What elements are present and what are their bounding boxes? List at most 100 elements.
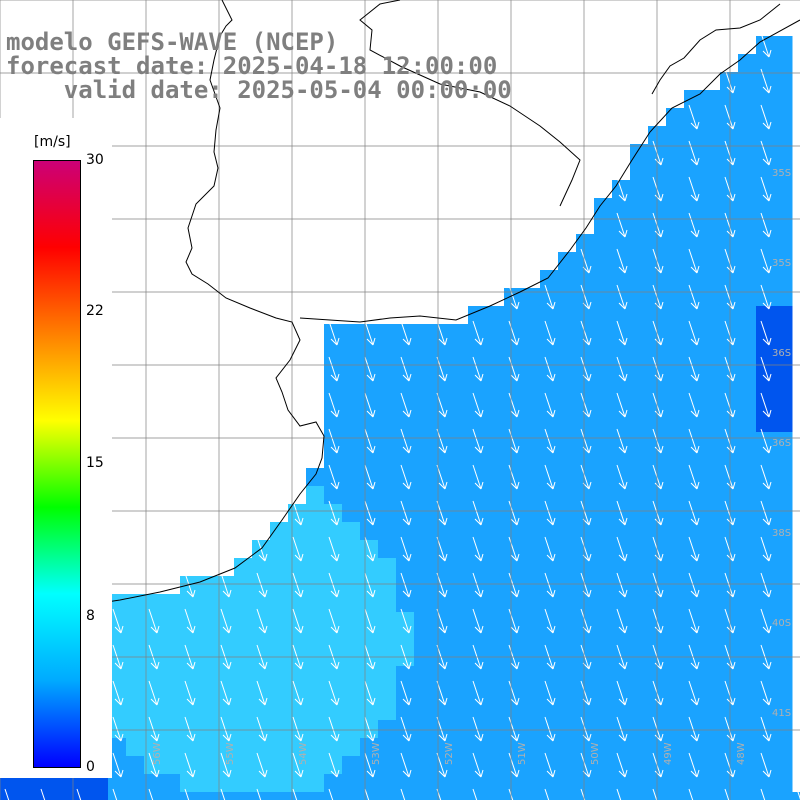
- wind-cell: [450, 522, 469, 541]
- wind-cell: [306, 558, 325, 577]
- wind-cell: [594, 378, 613, 397]
- wind-cell: [522, 684, 541, 703]
- wind-arrow: [508, 788, 514, 800]
- wind-cell: [738, 324, 757, 343]
- wind-cell: [756, 630, 775, 649]
- wind-cell: [414, 720, 433, 739]
- wind-cell: [108, 702, 127, 721]
- wind-cell: [468, 774, 487, 793]
- wind-arrow: [40, 788, 46, 800]
- wind-arrow: [760, 284, 772, 310]
- wind-arrow: [292, 788, 298, 800]
- wind-cell: [738, 90, 757, 109]
- wind-cell: [306, 684, 325, 703]
- wind-cell: [666, 252, 685, 271]
- wind-cell: [594, 558, 613, 577]
- wind-cell: [360, 702, 379, 721]
- wind-cell: [270, 684, 289, 703]
- wind-cell: [702, 702, 721, 721]
- wind-cell: [144, 792, 163, 800]
- wind-cell: [270, 792, 289, 800]
- wind-cell: [378, 360, 397, 379]
- wind-cell: [774, 90, 793, 109]
- wind-cell: [738, 234, 757, 253]
- wind-arrow: [760, 104, 772, 130]
- wind-cell: [774, 72, 793, 91]
- wind-cell: [288, 522, 307, 541]
- wind-cell: [360, 450, 379, 469]
- wind-cell: [162, 630, 181, 649]
- wind-cell: [702, 522, 721, 541]
- wind-cell: [594, 522, 613, 541]
- wind-cell: [522, 540, 541, 559]
- wind-cell: [558, 252, 577, 271]
- wind-arrow: [616, 392, 628, 418]
- wind-cell: [270, 630, 289, 649]
- wind-arrow: [328, 464, 340, 490]
- wind-cell: [630, 612, 649, 631]
- wind-arrow: [256, 788, 262, 800]
- wind-cell: [126, 738, 145, 757]
- wind-cell: [288, 774, 307, 793]
- wind-cell: [378, 576, 397, 595]
- wind-cell: [522, 594, 541, 613]
- wind-cell: [450, 342, 469, 361]
- wind-cell: [702, 450, 721, 469]
- wind-cell: [504, 486, 523, 505]
- wind-cell: [738, 378, 757, 397]
- wind-arrow: [616, 284, 628, 310]
- wind-cell: [666, 216, 685, 235]
- wind-cell: [756, 378, 775, 397]
- wind-cell: [774, 306, 793, 325]
- wind-arrow: [508, 572, 520, 598]
- wind-cell: [504, 666, 523, 685]
- wind-cell: [738, 72, 757, 91]
- wind-cell: [576, 522, 595, 541]
- wind-arrow: [400, 716, 412, 742]
- wind-cell: [468, 558, 487, 577]
- wind-cell: [234, 576, 253, 595]
- wind-cell: [720, 450, 739, 469]
- wind-cell: [450, 594, 469, 613]
- wind-cell: [738, 666, 757, 685]
- wind-cell: [630, 558, 649, 577]
- wind-cell: [594, 396, 613, 415]
- wind-cell: [594, 486, 613, 505]
- wind-cell: [324, 342, 343, 361]
- wind-cell: [450, 684, 469, 703]
- wind-cell: [162, 594, 181, 613]
- wind-cell: [414, 360, 433, 379]
- wind-cell: [666, 702, 685, 721]
- wind-arrow: [328, 716, 340, 742]
- wind-cell: [594, 270, 613, 289]
- wind-arrow: [364, 320, 376, 346]
- wind-arrow: [508, 320, 520, 346]
- wind-cell: [720, 594, 739, 613]
- wind-cell: [468, 630, 487, 649]
- wind-cell: [414, 774, 433, 793]
- latitude-label: 36S: [772, 348, 791, 359]
- wind-cell: [702, 468, 721, 487]
- wind-cell: [216, 630, 235, 649]
- wind-cell: [306, 486, 325, 505]
- wind-arrow: [688, 716, 700, 742]
- wind-cell: [144, 774, 163, 793]
- wind-cell: [414, 630, 433, 649]
- wind-arrow: [688, 500, 700, 526]
- wind-arrow: [724, 788, 730, 800]
- wind-cell: [216, 702, 235, 721]
- wind-cell: [702, 486, 721, 505]
- wind-cell: [234, 792, 253, 800]
- wind-cell: [738, 576, 757, 595]
- wind-arrow: [472, 752, 484, 778]
- wind-cell: [720, 198, 739, 217]
- wind-cell: [486, 612, 505, 631]
- wind-cell: [396, 522, 415, 541]
- wind-cell: [756, 234, 775, 253]
- wind-cell: [486, 504, 505, 523]
- wind-cell: [414, 702, 433, 721]
- wind-cell: [774, 180, 793, 199]
- wind-cell: [162, 666, 181, 685]
- wind-arrow: [328, 680, 340, 706]
- wind-cell: [306, 792, 325, 800]
